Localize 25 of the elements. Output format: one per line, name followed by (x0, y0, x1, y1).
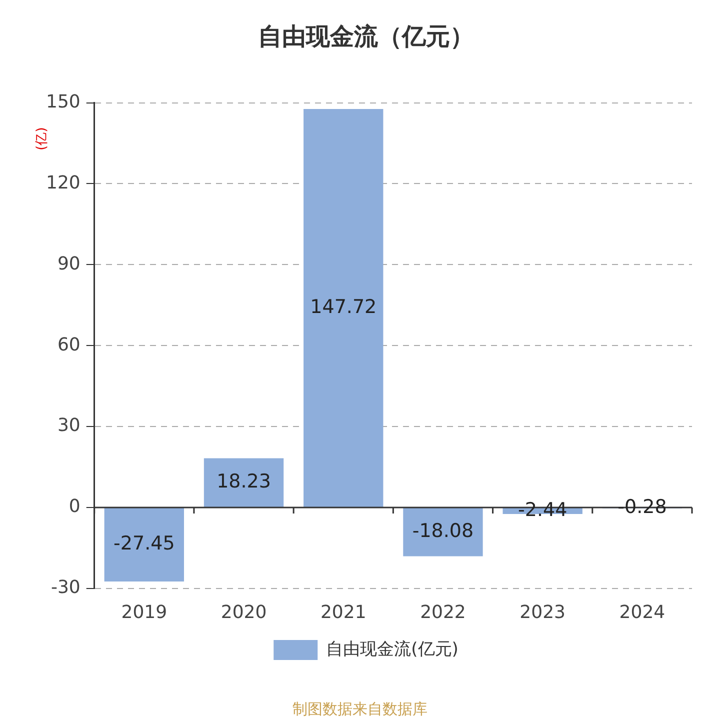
x-tick-label: 2024 (619, 602, 666, 623)
x-tick-label: 2019 (121, 602, 168, 623)
chart-title: 自由现金流（亿元） (258, 22, 474, 51)
data-label: 147.72 (310, 296, 377, 318)
data-label: -27.45 (114, 532, 175, 555)
x-tick-label: 2023 (520, 602, 566, 623)
x-tick-label: 2021 (320, 602, 366, 623)
bar (104, 508, 184, 582)
y-tick-label: 30 (57, 415, 80, 436)
y-tick-label: 120 (46, 172, 80, 194)
bar (204, 458, 284, 507)
x-tick-label: 2020 (220, 602, 267, 623)
y-tick-label: 0 (68, 496, 80, 518)
data-label: 18.23 (216, 470, 271, 493)
legend-label: 自由现金流(亿元) (326, 639, 458, 660)
bar (304, 108, 384, 507)
y-axis-title: (亿) (34, 127, 50, 150)
x-tick-label: 2022 (420, 602, 466, 623)
y-tick-label: 150 (46, 91, 80, 112)
y-tick-label: -30 (50, 577, 80, 598)
bar (403, 508, 483, 556)
data-label: -18.08 (412, 520, 474, 542)
text: 制图数据来自数据库 (292, 700, 428, 719)
y-tick-label: 90 (57, 253, 80, 274)
y-tick-label: 60 (57, 334, 80, 356)
